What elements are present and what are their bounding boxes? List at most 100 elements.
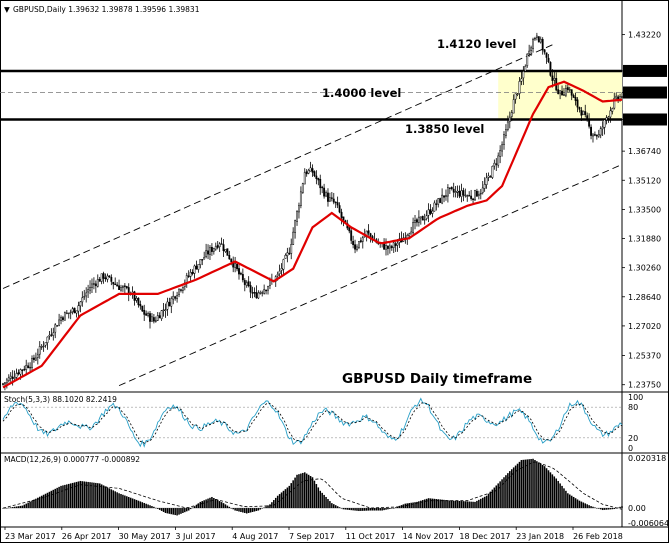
candle-body [352, 241, 355, 245]
macd-histogram-bar [54, 488, 57, 509]
macd-histogram-bar [385, 508, 387, 510]
candle-body [269, 280, 271, 286]
macd-histogram-bar [391, 508, 393, 509]
macd-histogram-bar [193, 506, 196, 509]
candle-body [276, 273, 279, 277]
candle-body [243, 280, 246, 285]
macd-histogram-bar [33, 499, 35, 509]
macd-histogram-bar [110, 489, 113, 509]
candle-body [487, 175, 490, 178]
macd-histogram-bar [365, 508, 368, 511]
macd-histogram-bar [447, 500, 449, 509]
candle-body [332, 198, 335, 203]
candle-body [52, 332, 55, 336]
candle-body [114, 283, 117, 285]
macd-histogram-bar [576, 499, 579, 509]
time-tick-label: 26 Feb 2018 [573, 532, 623, 541]
chart-header-title: GBPUSD,Daily 1.39632 1.39878 1.39596 1.3… [13, 5, 200, 14]
candle-body [13, 377, 16, 379]
candle-body [210, 246, 213, 252]
candle-body [137, 297, 140, 306]
macd-histogram-bar [242, 508, 244, 513]
candle-body [475, 190, 478, 197]
candle-body [27, 365, 30, 368]
macd-histogram-bar [255, 508, 258, 512]
candle-body [394, 243, 397, 246]
macd-histogram-bar [588, 505, 590, 509]
moving-average-line [2, 80, 623, 389]
candle-body [385, 244, 387, 250]
candle-body [578, 107, 581, 110]
candle-body [414, 219, 416, 223]
candle-body [222, 244, 225, 251]
triangle-down-icon[interactable]: ▼ [4, 5, 10, 14]
macd-histogram-bar [21, 505, 24, 509]
candle-body [149, 313, 151, 322]
candle-body [178, 288, 180, 295]
stoch-tick-label: 80 [628, 403, 638, 412]
candle-body [495, 163, 498, 165]
candle-body [81, 297, 84, 303]
channel-lower-line [118, 164, 623, 387]
macd-histogram-bar [209, 497, 211, 509]
candle-body [259, 292, 262, 294]
macd-histogram-bar [182, 508, 184, 513]
time-tick-label: 7 Sep 2017 [289, 532, 335, 541]
candle-body [315, 175, 318, 179]
macd-histogram-bar [596, 508, 598, 509]
macd-histogram-bar [95, 482, 97, 509]
macd-histogram-bar [147, 504, 149, 509]
macd-histogram-bar [135, 499, 138, 509]
macd-histogram-bar [451, 500, 453, 509]
macd-histogram-bar [338, 507, 341, 509]
macd-histogram-bar [31, 500, 33, 509]
candle-body [214, 246, 217, 250]
candle-body [328, 197, 331, 202]
macd-histogram-bar [162, 508, 165, 512]
price-tick-label: 1.40000 [628, 89, 661, 98]
candle-body [582, 110, 585, 116]
macd-histogram-bar [410, 502, 412, 509]
macd-histogram-bar [282, 490, 285, 509]
macd-histogram-bar [592, 506, 594, 509]
candle-body [514, 93, 517, 100]
candle-body [4, 382, 6, 385]
price-tick-label: 1.33500 [628, 205, 661, 214]
candle-body [427, 209, 430, 216]
macd-histogram-bar [617, 507, 619, 509]
macd-histogram-bar [336, 506, 339, 509]
macd-histogram-bar [261, 508, 263, 509]
macd-histogram-bar [116, 492, 118, 509]
macd-histogram-bar [452, 500, 455, 509]
candle-body [526, 53, 529, 66]
candle-body [290, 244, 293, 254]
macd-histogram-bar [363, 508, 366, 511]
candle-body [452, 188, 455, 193]
candle-body [522, 71, 525, 79]
candle-body [17, 372, 20, 375]
macd-histogram-bar [443, 499, 445, 509]
candle-body [278, 270, 281, 274]
macd-histogram-bar [149, 505, 151, 509]
macd-histogram-bar [112, 490, 115, 509]
candle-body [590, 126, 592, 136]
candle-body [263, 289, 266, 294]
candle-body [474, 190, 476, 201]
candle-body [158, 315, 161, 319]
candle-body [62, 317, 64, 320]
candle-body [470, 195, 473, 199]
candle-body [216, 245, 219, 248]
candle-body [599, 128, 602, 136]
macd-histogram-bar [9, 507, 12, 509]
macd-histogram-bar [265, 506, 267, 509]
macd-histogram-bar [373, 508, 376, 511]
macd-histogram-bar [598, 508, 600, 509]
macd-histogram-bar [66, 484, 68, 509]
macd-histogram-bar [42, 494, 45, 509]
macd-histogram-bar [516, 463, 519, 509]
candle-body [309, 167, 312, 172]
stoch-tick-label: 20 [628, 434, 638, 443]
macd-histogram-bar [40, 495, 43, 509]
candle-body [477, 194, 480, 196]
